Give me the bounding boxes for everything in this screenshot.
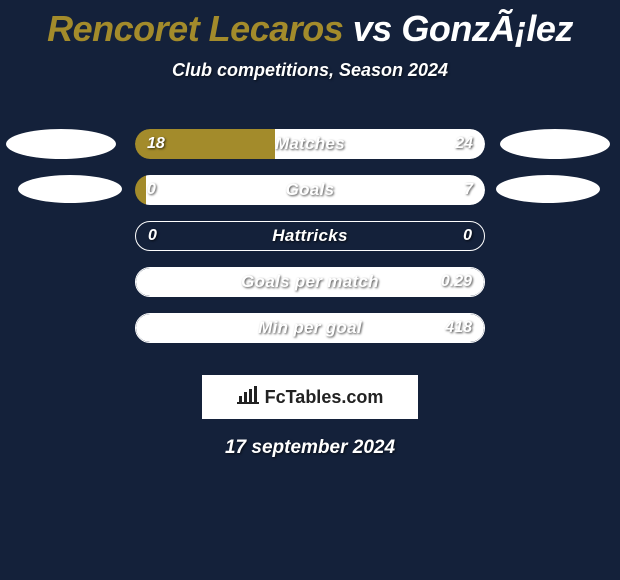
player2-avatar	[496, 175, 600, 203]
stat-row: Goals per match 0.29	[0, 259, 620, 305]
chart-icon	[237, 386, 259, 409]
stat-row: 0 Goals 7	[0, 167, 620, 213]
subtitle: Club competitions, Season 2024	[0, 60, 620, 81]
stats-chart: 18 Matches 24 0 Goals 7 0 Hattricks 0	[0, 121, 620, 351]
stat-bar: 0 Hattricks 0	[135, 221, 485, 251]
stat-row: Min per goal 418	[0, 305, 620, 351]
stat-value-right: 7	[452, 175, 485, 205]
stat-value-right: 0	[451, 222, 484, 250]
stat-label: Goals	[135, 175, 485, 205]
stat-label: Hattricks	[136, 222, 484, 250]
stat-bar: Min per goal 418	[135, 313, 485, 343]
stat-bar: 0 Goals 7	[135, 175, 485, 205]
stat-bar: Goals per match 0.29	[135, 267, 485, 297]
vs-separator: vs	[353, 8, 392, 49]
stat-row: 18 Matches 24	[0, 121, 620, 167]
stat-value-right: 418	[433, 314, 484, 342]
player1-avatar	[18, 175, 122, 203]
stat-value-right: 0.29	[429, 268, 484, 296]
stat-label: Matches	[135, 129, 485, 159]
stat-value-right: 24	[443, 129, 485, 159]
logo-text: FcTables.com	[265, 387, 384, 408]
player2-avatar	[500, 129, 610, 159]
player1-name: Rencoret Lecaros	[47, 8, 343, 49]
comparison-title: Rencoret Lecaros vs GonzÃ¡lez	[0, 0, 620, 50]
stat-label: Min per goal	[136, 314, 484, 342]
player2-name: GonzÃ¡lez	[401, 8, 573, 49]
site-logo[interactable]: FcTables.com	[202, 375, 418, 419]
stat-row: 0 Hattricks 0	[0, 213, 620, 259]
stat-bar: 18 Matches 24	[135, 129, 485, 159]
date-label: 17 september 2024	[0, 437, 620, 459]
player1-avatar	[6, 129, 116, 159]
